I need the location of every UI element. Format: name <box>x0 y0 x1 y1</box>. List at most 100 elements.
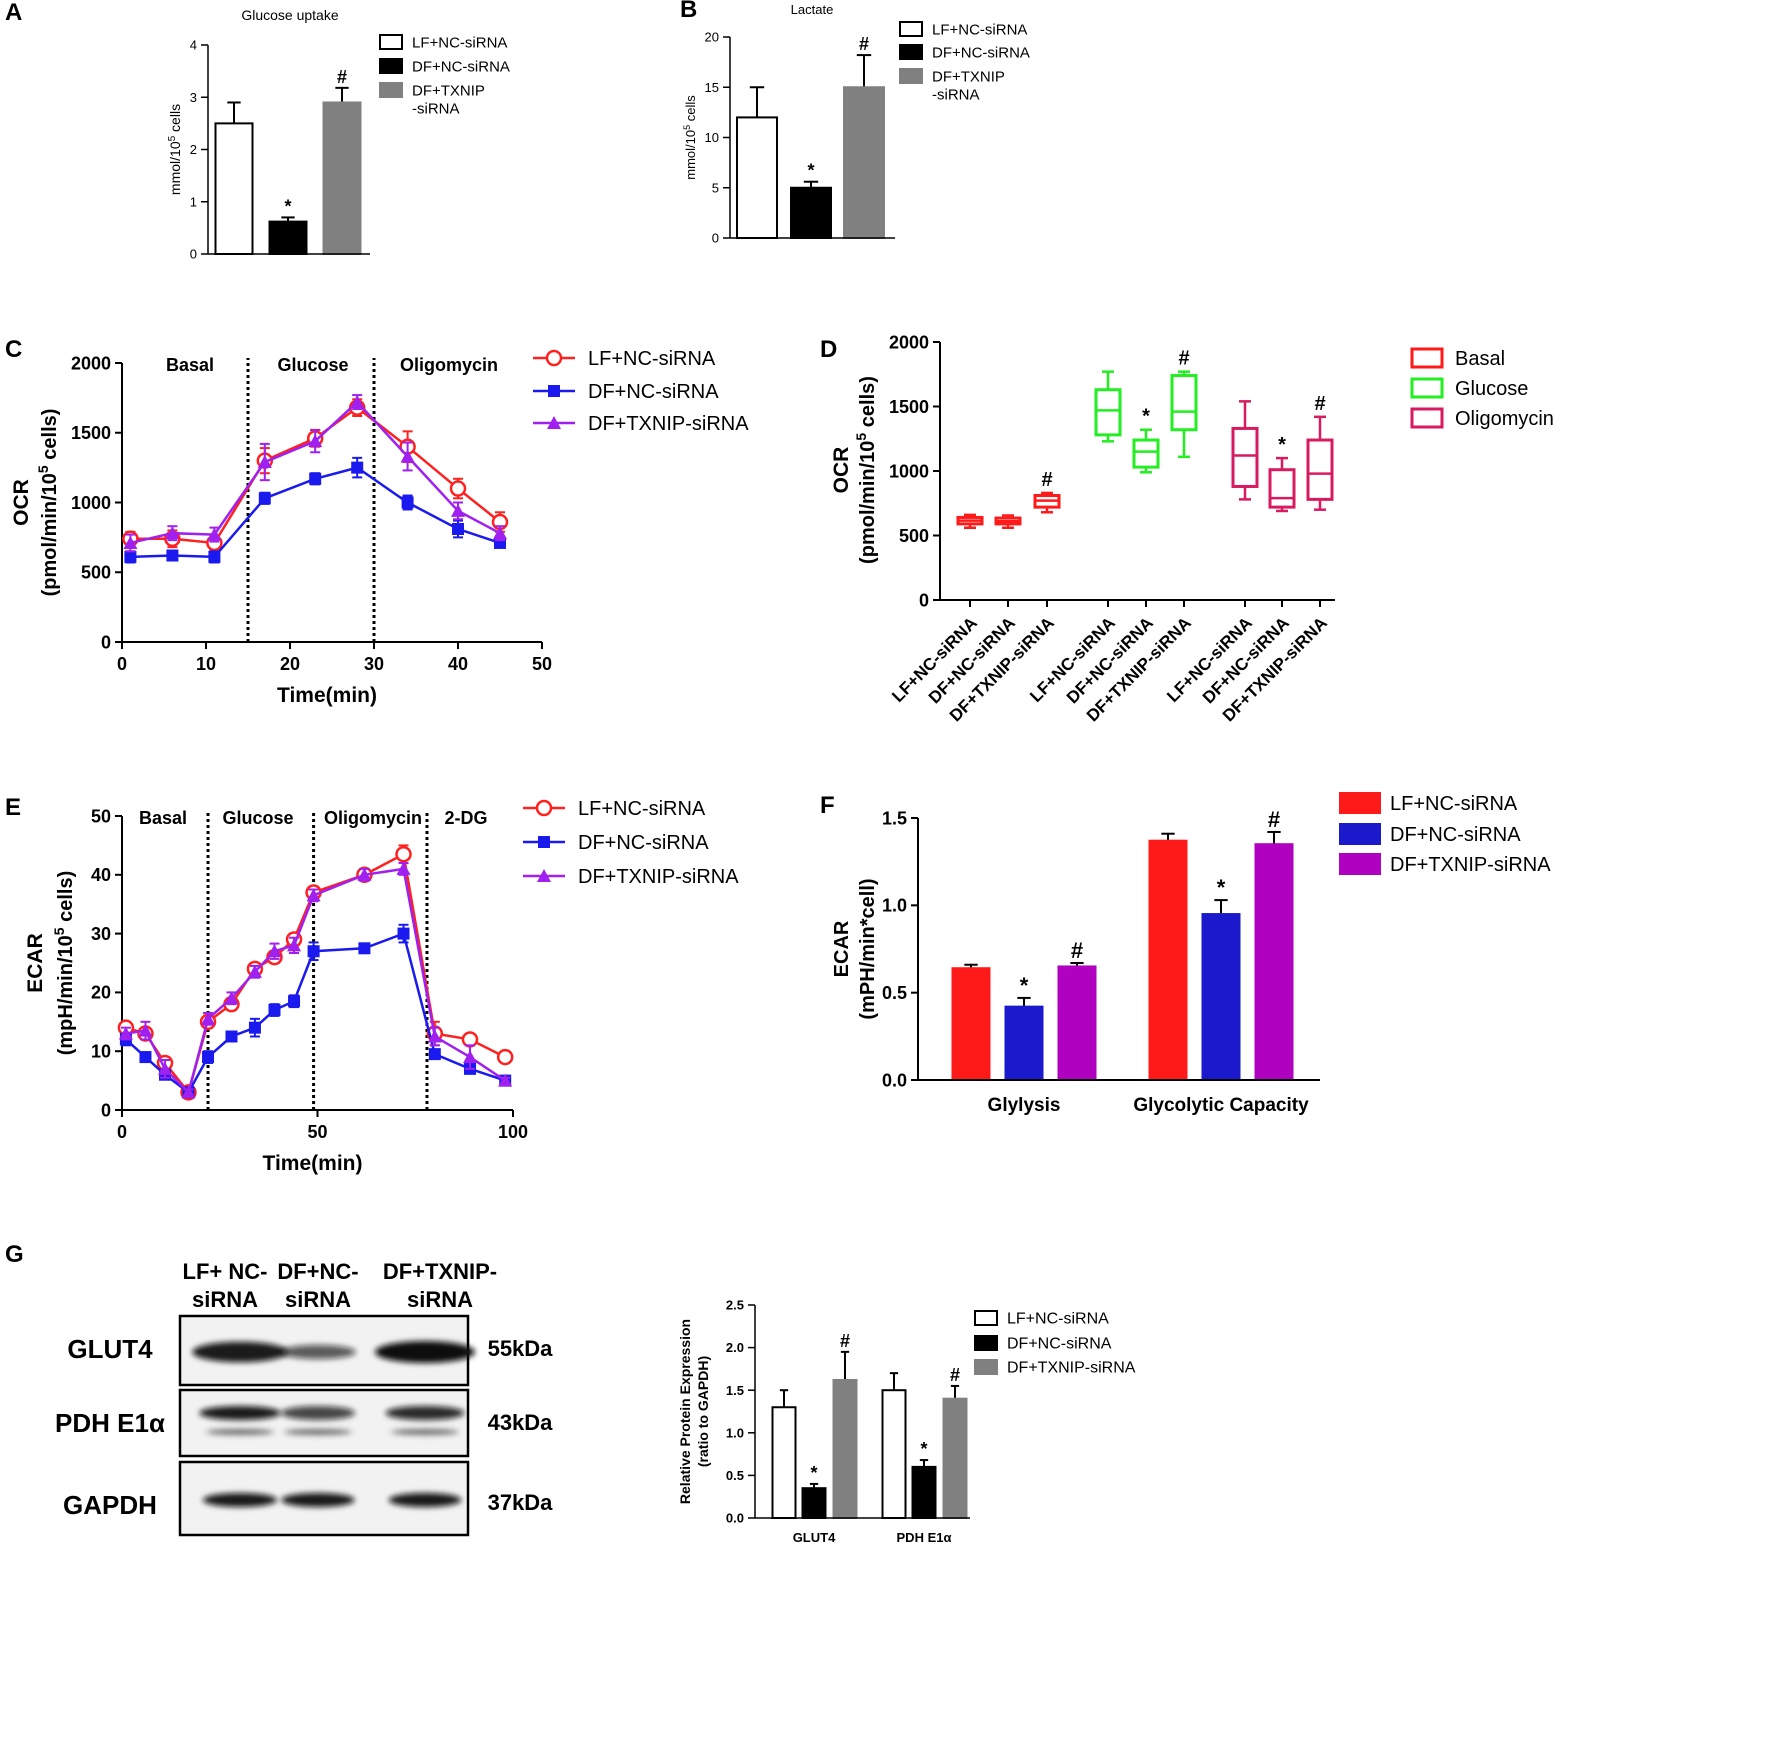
marker-triangle <box>287 938 302 952</box>
legend-swatch <box>1410 377 1444 399</box>
marker-triangle <box>306 888 321 902</box>
bar <box>268 220 308 255</box>
protein-band <box>375 1341 475 1363</box>
marker-triangle <box>400 449 415 463</box>
y-tick-label: 0 <box>712 231 719 246</box>
legend-label: Basal <box>1455 348 1505 370</box>
marker-open-circle <box>545 349 563 367</box>
significance-mark: # <box>1041 469 1052 491</box>
x-tick-label: 30 <box>364 654 384 674</box>
bar <box>843 86 885 239</box>
legend-swatch <box>1410 347 1444 369</box>
band <box>280 1344 356 1360</box>
marker-triangle <box>181 1085 196 1099</box>
band-lower <box>391 1429 459 1435</box>
legend-label: -siRNA <box>412 100 460 117</box>
protein-band <box>280 1344 356 1360</box>
bar <box>951 967 991 1081</box>
legend-swatch <box>1339 823 1381 845</box>
ylabel-sup: 5 <box>167 135 178 141</box>
x-tick-label: 10 <box>196 654 216 674</box>
marker-triangle <box>118 1026 133 1040</box>
ylabel-pre: (pmol/min/10 <box>857 441 879 564</box>
marker-square <box>401 496 414 509</box>
protein-band <box>192 1341 288 1363</box>
box <box>1094 388 1122 437</box>
marker-triangle <box>357 867 372 881</box>
legend-swatch <box>1339 853 1381 875</box>
legend-label: DF+TXNIP-siRNA <box>588 413 749 435</box>
marker-square <box>358 942 371 955</box>
bar <box>214 122 254 255</box>
legend-label: LF+NC-siRNA <box>412 34 507 51</box>
marker-triangle <box>201 1011 216 1025</box>
significance-mark: # <box>840 1331 850 1351</box>
protein-band <box>280 1406 356 1435</box>
bar <box>1201 913 1241 1081</box>
legend-label: LF+NC-siRNA <box>1007 1311 1109 1328</box>
y-tick-label: 5 <box>712 180 719 195</box>
marker-square <box>268 1004 281 1017</box>
legend-label: DF+TXNIP <box>412 82 485 99</box>
legend-label: DF+TXNIP-siRNA <box>1390 854 1551 876</box>
group-label: PDH E1α <box>897 1530 952 1545</box>
y-tick-label: 0.0 <box>882 1070 907 1090</box>
significance-mark: # <box>1268 807 1280 832</box>
significance-mark: * <box>1278 434 1286 456</box>
ylabel-pre: mmol/10 <box>167 141 183 195</box>
marker-triangle <box>123 535 138 549</box>
legend-label: DF+NC-siRNA <box>412 58 510 75</box>
box <box>1231 426 1259 488</box>
lane-label: siRNA <box>407 1287 473 1312</box>
phase-label: Basal <box>139 808 187 828</box>
ylabel-pre: mmol/10 <box>683 130 698 180</box>
ylabel-sup: 5 <box>853 433 869 441</box>
marker-square <box>166 549 179 562</box>
marker-square <box>248 1021 261 1034</box>
ylabel-post: cells <box>167 104 183 136</box>
x-tick-label: 50 <box>307 1122 327 1142</box>
y-tick-label: 10 <box>91 1042 111 1062</box>
chart-title: Glucose uptake <box>241 7 338 23</box>
band <box>202 1493 278 1507</box>
legend-label: LF+NC-siRNA <box>588 348 716 370</box>
chart-title: Lactate <box>791 2 834 17</box>
y-axis-unit: (pmol/min/105 cells) <box>35 409 61 597</box>
legend-label: LF+NC-siRNA <box>1390 793 1518 815</box>
band <box>388 1493 462 1507</box>
box <box>1170 374 1198 432</box>
legend-label: DF+TXNIP <box>932 68 1005 85</box>
y-axis-label: OCR <box>10 479 33 526</box>
legend-label: DF+NC-siRNA <box>588 381 719 403</box>
lane-label: DF+TXNIP- <box>383 1259 497 1284</box>
marker-triangle <box>396 861 411 875</box>
y-tick-label: 1.0 <box>882 896 907 916</box>
bar <box>832 1378 858 1519</box>
y-tick-label: 500 <box>81 563 111 583</box>
band-lower <box>284 1429 352 1435</box>
y-tick-label: 1.5 <box>726 1383 744 1398</box>
significance-mark: * <box>1020 973 1029 998</box>
legend-swatch <box>379 58 403 74</box>
legend-label: DF+NC-siRNA <box>1390 824 1521 846</box>
marker-square <box>307 945 320 958</box>
legend-swatch <box>899 68 923 84</box>
y-tick-label: 1500 <box>71 423 111 443</box>
y-tick-label: 0 <box>919 590 929 610</box>
marker-triangle <box>547 416 561 429</box>
y-tick-label: 1000 <box>71 493 111 513</box>
y-tick-label: 10 <box>705 130 719 145</box>
band-upper <box>280 1406 356 1420</box>
marker-triangle <box>493 526 507 540</box>
bar <box>790 186 832 239</box>
y-tick-label: 3 <box>190 90 197 105</box>
marker-square <box>538 836 550 848</box>
marker-triangle <box>257 455 272 469</box>
y-tick-label: 15 <box>705 80 719 95</box>
legend-label: DF+NC-siRNA <box>932 44 1030 61</box>
y-axis-label: mmol/105 cells <box>682 95 698 180</box>
bar <box>1057 965 1097 1082</box>
ylabel-pre: (pmol/min/10 <box>39 473 61 596</box>
y-tick-label: 20 <box>705 30 719 45</box>
y-tick-label: 1.5 <box>882 808 907 828</box>
